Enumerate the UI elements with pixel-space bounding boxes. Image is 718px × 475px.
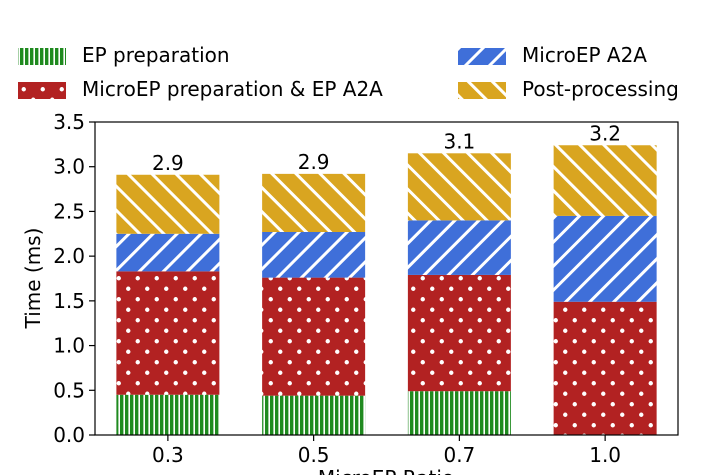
legend-label-microep-preparation: MicroEP preparation & EP A2A [82, 77, 383, 101]
legend: EP preparation MicroEP preparation & EP … [18, 43, 679, 101]
bar-segment-microep-a2a-0-5 [262, 232, 366, 278]
y-tick-label: 2.5 [53, 199, 85, 223]
x-tick-label: 0.7 [443, 443, 475, 467]
bar-segment-ep-preparation-0-3 [116, 394, 220, 435]
total-label-0-3: 2.9 [152, 151, 184, 175]
y-tick-label: 1.0 [53, 334, 85, 358]
bar-segment-post-processing-0-3 [116, 174, 220, 234]
legend-label-ep-preparation: EP preparation [82, 43, 230, 67]
legend-label-post-processing: Post-processing [522, 77, 679, 101]
legend-swatch-microep-preparation [18, 82, 66, 99]
bar-segment-ep-preparation-0-7 [407, 391, 511, 435]
y-tick-label: 3.0 [53, 155, 85, 179]
bar-segment-microep-preparation-ep-a2a-0-3 [116, 271, 220, 395]
bars [116, 145, 657, 435]
x-tick-label: 0.3 [152, 443, 184, 467]
legend-item-microep-preparation: MicroEP preparation & EP A2A [18, 77, 383, 101]
y-tick-label: 3.5 [53, 110, 85, 134]
bar-segment-post-processing-0-7 [407, 153, 511, 221]
plot-frame [94, 121, 679, 436]
x-axis-label: MicroEP Ratio [318, 466, 454, 475]
legend-item-post-processing: Post-processing [458, 77, 679, 101]
total-label-0-7: 3.1 [443, 129, 475, 153]
bar-segment-microep-preparation-ep-a2a-0-5 [262, 277, 366, 396]
total-labels: 2.9 2.9 3.1 3.2 [152, 121, 621, 175]
legend-item-microep-a2a: MicroEP A2A [458, 43, 647, 67]
bar-segment-microep-preparation-ep-a2a-1-0 [553, 301, 657, 435]
legend-label-microep-a2a: MicroEP A2A [522, 43, 647, 67]
x-tick-label: 0.5 [298, 443, 330, 467]
legend-swatch-post-processing [458, 82, 506, 99]
y-axis-label: Time (ms) [21, 228, 45, 330]
y-tick-label: 1.5 [53, 289, 85, 313]
y-axis: 0.0 0.5 1.0 1.5 2.0 2.5 3.0 3.5 [53, 110, 95, 447]
bar-segment-ep-preparation-0-5 [262, 395, 366, 435]
y-tick-label: 0.0 [53, 423, 85, 447]
x-axis: 0.3 0.5 0.7 1.0 [152, 435, 621, 467]
x-tick-label: 1.0 [589, 443, 621, 467]
bar-segment-microep-a2a-1-0 [553, 215, 657, 302]
y-tick-label: 0.5 [53, 378, 85, 402]
bar-segment-post-processing-0-5 [262, 173, 366, 232]
bar-segment-microep-a2a-0-3 [116, 233, 220, 272]
legend-swatch-ep-preparation [18, 48, 66, 65]
legend-swatch-microep-a2a [458, 48, 506, 65]
bar-segment-post-processing-1-0 [553, 145, 657, 216]
legend-item-ep-preparation: EP preparation [18, 43, 230, 67]
bar-segment-microep-a2a-0-7 [407, 220, 511, 275]
total-label-1-0: 3.2 [589, 121, 621, 145]
y-tick-label: 2.0 [53, 244, 85, 268]
total-label-0-5: 2.9 [298, 150, 330, 174]
bar-segment-microep-preparation-ep-a2a-0-7 [407, 274, 511, 392]
